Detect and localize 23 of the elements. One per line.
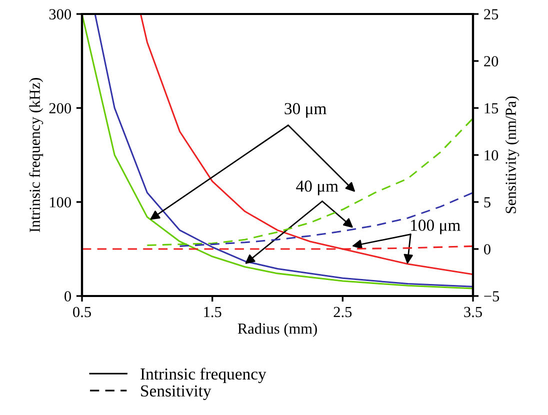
y-tick-label: 200 <box>49 103 71 114</box>
x-tick-label: 1.5 <box>204 306 222 318</box>
x-tick-label: 2.5 <box>334 306 352 318</box>
y2-tick-label: −5 <box>484 291 500 302</box>
x-tick-label: 0.5 <box>73 306 91 318</box>
y2-tick-label: 20 <box>484 56 498 66</box>
y2-tick-label: 0 <box>484 244 490 254</box>
y2-tick-label: 15 <box>484 103 498 114</box>
annotation: 30 μm <box>284 103 326 118</box>
y-axis-title: Intrinsic frequency (kHz) <box>29 78 44 232</box>
annotation: 40 μm <box>296 180 338 196</box>
x-tick-label: 3.5 <box>464 306 482 318</box>
y-tick-label: 0 <box>64 291 71 302</box>
x-axis-title: Radius (mm) <box>238 323 317 337</box>
text: Intrinsic frequency <box>140 368 266 384</box>
y2-tick-label: 5 <box>484 197 490 208</box>
y2-axis-title: Sensitivity (nm/Pa) <box>505 96 520 214</box>
y2-tick-label: 10 <box>484 150 498 160</box>
annotation: 100 μm <box>411 220 460 234</box>
y-tick-label: 100 <box>50 197 71 208</box>
y2-tick-label: 25 <box>484 9 498 20</box>
text: Sensitivity <box>141 385 212 400</box>
y-tick-label: 300 <box>49 9 71 20</box>
